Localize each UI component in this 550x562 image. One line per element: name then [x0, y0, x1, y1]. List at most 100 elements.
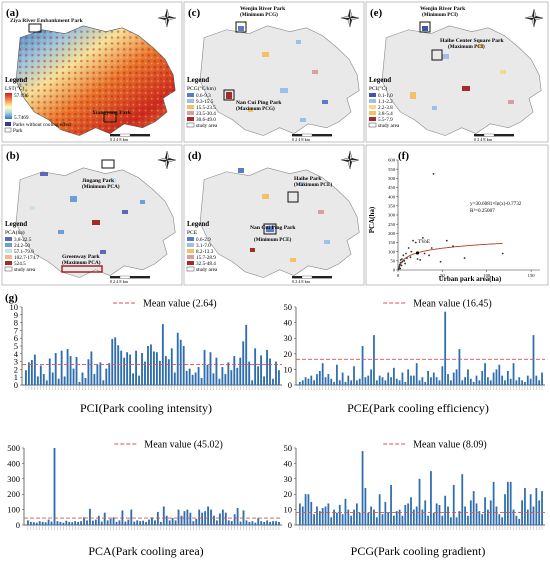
bar [481, 514, 484, 525]
bar [407, 503, 410, 525]
bar [251, 521, 254, 525]
bar [27, 520, 29, 525]
bar [236, 367, 239, 385]
bar [126, 352, 129, 385]
bar [105, 368, 108, 385]
bar [316, 374, 318, 385]
bar [489, 380, 492, 385]
bar [164, 356, 167, 385]
bar [32, 522, 35, 525]
bar [324, 377, 327, 385]
bar-ytick-label: 7 [14, 325, 18, 335]
scatter-point [399, 267, 402, 270]
panel-label-g: (g) [5, 292, 18, 304]
bar [254, 522, 257, 525]
bar [304, 494, 307, 525]
bar [87, 359, 90, 385]
bar [464, 506, 466, 525]
bar [168, 520, 171, 525]
bar [427, 515, 429, 525]
bar [132, 373, 135, 385]
bar [299, 381, 301, 385]
panel-label-f: (f) [398, 150, 409, 162]
bar [512, 363, 515, 385]
bar [227, 520, 230, 525]
scatter-ytick-label: 600 [388, 158, 396, 163]
callout-haihe-d: Haihe Park [294, 176, 322, 182]
bar [224, 512, 227, 525]
bar [404, 504, 407, 525]
svg-text:3.1-7.0: 3.1-7.0 [196, 243, 211, 249]
bar [174, 520, 177, 525]
bar [106, 520, 109, 525]
bar [200, 377, 203, 385]
bar [47, 519, 50, 525]
bar [321, 363, 324, 385]
bar [218, 378, 221, 385]
bar [418, 380, 421, 385]
bar [373, 509, 375, 525]
bar [435, 503, 438, 525]
legend-classes-e: 0.1-1.0 1.1-2.2 2.2-3.8 3.8-5.4 5.5-7.9 … [368, 93, 400, 129]
bar [370, 369, 372, 385]
scatter-xtick-label: 0 [397, 273, 400, 278]
svg-text:study area: study area [378, 123, 400, 129]
scatter-axes: 0 50 100 150 200 250 300 350 400 450 500 550 600 0 50 1… [388, 158, 540, 278]
bar [27, 362, 30, 385]
mean-legend-label: Mean value (16.45) [413, 299, 492, 310]
bar [521, 500, 523, 525]
scatter-xtick-label: 150 [528, 273, 536, 278]
bar [54, 353, 57, 385]
svg-text:0.6-9.3: 0.6-9.3 [196, 93, 211, 99]
scatter-point [430, 247, 433, 249]
bar [117, 345, 120, 385]
bar [155, 352, 158, 385]
bar [133, 521, 136, 525]
bar [36, 376, 39, 385]
bar-ytick-label: 20 [284, 489, 293, 499]
bar [421, 509, 424, 525]
scatter-ytick-label: 150 [388, 240, 396, 245]
bar [501, 517, 504, 525]
bar [56, 521, 59, 525]
bar [239, 521, 242, 525]
bar [100, 521, 103, 525]
bar-ytick-label: 10 [284, 505, 293, 515]
bar [484, 497, 486, 525]
scatter-point [402, 254, 405, 257]
bar [412, 375, 415, 385]
bar-ytick-label: 8 [14, 318, 18, 328]
scatter-point [399, 261, 402, 264]
bar [65, 520, 68, 525]
bar [478, 511, 481, 525]
bar [233, 356, 236, 385]
bar [330, 517, 333, 525]
scatter-xtick-label: 50 [440, 273, 445, 278]
scatter-point [416, 258, 419, 260]
scatter-point [403, 259, 406, 262]
scatter-xtick-label: 100 [483, 273, 491, 278]
scatter-point [400, 264, 403, 267]
scatter-point [452, 245, 454, 248]
bar [57, 378, 60, 385]
bar [458, 511, 461, 525]
bar [30, 360, 33, 385]
svg-text:24.2-50: 24.2-50 [14, 243, 30, 249]
legend-max-a: 57.696 [14, 93, 29, 99]
bar-ytick-label: 2 [14, 364, 18, 374]
bar [266, 520, 269, 525]
bar [338, 380, 341, 385]
bar [233, 514, 236, 525]
bar [407, 369, 410, 385]
bar [213, 515, 215, 525]
bar [260, 355, 263, 385]
bar-ytick-label: 500 [7, 443, 20, 453]
bar [203, 349, 206, 385]
bar-ytick-label: 300 [7, 474, 20, 484]
scatter-ytick-label: 400 [388, 194, 396, 199]
chart-title-pce: PCE(Park cooling efficiency) [347, 401, 489, 415]
bar [123, 357, 126, 385]
bar [96, 364, 99, 385]
bar [495, 369, 498, 385]
